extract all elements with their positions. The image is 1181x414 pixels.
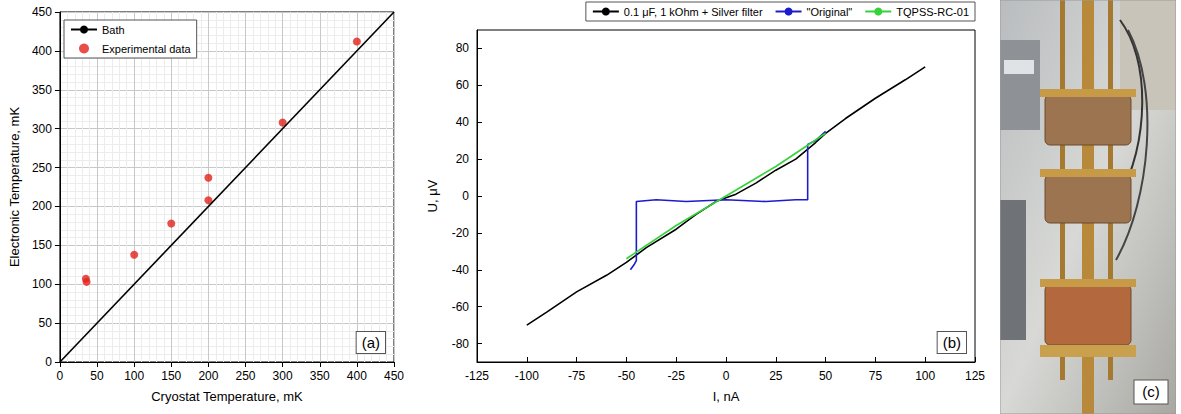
svg-text:-40: -40: [452, 263, 470, 277]
svg-text:400: 400: [347, 369, 367, 383]
svg-text:-50: -50: [618, 369, 636, 383]
svg-text:0: 0: [45, 355, 52, 369]
svg-text:100: 100: [32, 277, 52, 291]
svg-text:450: 450: [384, 369, 404, 383]
svg-text:(a): (a): [362, 334, 380, 351]
svg-text:0: 0: [723, 369, 730, 383]
svg-text:450: 450: [32, 5, 52, 19]
svg-text:100: 100: [915, 369, 935, 383]
svg-text:150: 150: [161, 369, 181, 383]
svg-text:-75: -75: [568, 369, 586, 383]
svg-text:-20: -20: [452, 226, 470, 240]
svg-text:-60: -60: [452, 300, 470, 314]
svg-text:-100: -100: [515, 369, 539, 383]
svg-text:50: 50: [819, 369, 833, 383]
svg-text:20: 20: [456, 152, 470, 166]
svg-text:200: 200: [32, 199, 52, 213]
svg-text:250: 250: [32, 161, 52, 175]
svg-text:I, nA: I, nA: [713, 389, 740, 404]
svg-text:25: 25: [769, 369, 783, 383]
svg-text:0: 0: [57, 369, 64, 383]
svg-text:300: 300: [273, 369, 293, 383]
svg-text:125: 125: [965, 369, 985, 383]
svg-text:Cryostat Temperature, mK: Cryostat Temperature, mK: [151, 389, 303, 404]
svg-text:50: 50: [39, 316, 53, 330]
svg-text:-80: -80: [452, 337, 470, 351]
svg-text:350: 350: [310, 369, 330, 383]
svg-text:300: 300: [32, 122, 52, 136]
svg-text:60: 60: [456, 78, 470, 92]
svg-text:Bath: Bath: [102, 24, 125, 36]
svg-text:40: 40: [456, 115, 470, 129]
svg-text:350: 350: [32, 83, 52, 97]
svg-text:-25: -25: [668, 369, 686, 383]
svg-text:Electronic Temperature, mK: Electronic Temperature, mK: [7, 107, 22, 267]
svg-text:"Original": "Original": [807, 6, 853, 18]
svg-text:200: 200: [198, 369, 218, 383]
svg-text:0: 0: [462, 189, 469, 203]
svg-text:80: 80: [456, 41, 470, 55]
svg-text:0.1 μF, 1 kOhm + Silver filter: 0.1 μF, 1 kOhm + Silver filter: [624, 6, 763, 18]
svg-text:-125: -125: [465, 369, 489, 383]
svg-text:(b): (b): [943, 334, 961, 351]
svg-text:400: 400: [32, 44, 52, 58]
svg-text:75: 75: [869, 369, 883, 383]
svg-text:TQPSS-RC-01: TQPSS-RC-01: [896, 6, 969, 18]
svg-text:150: 150: [32, 238, 52, 252]
svg-text:250: 250: [236, 369, 256, 383]
svg-text:(c): (c): [1142, 383, 1160, 400]
svg-text:Experimental data: Experimental data: [102, 43, 192, 55]
svg-text:100: 100: [124, 369, 144, 383]
svg-text:50: 50: [90, 369, 104, 383]
svg-text:U, μV: U, μV: [425, 179, 440, 212]
